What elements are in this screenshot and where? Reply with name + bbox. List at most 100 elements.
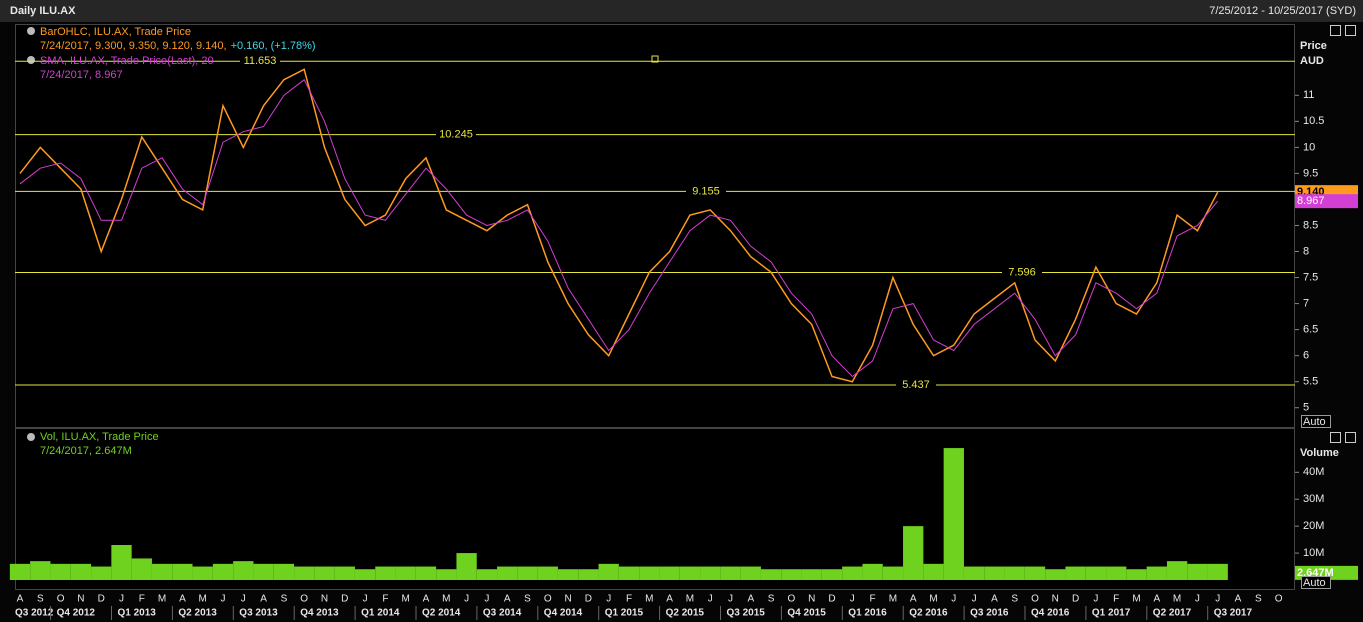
volume-bar	[1187, 563, 1208, 580]
volume-bar	[923, 563, 944, 580]
legend-ohlc-change: +0.160, (+1.78%)	[231, 40, 316, 52]
legend-volume-values: 7/24/2017, 2.647M	[40, 445, 132, 457]
volume-bar	[903, 526, 924, 580]
level-label: 11.653	[244, 55, 277, 67]
x-quarter-label: Q1 2013	[118, 608, 157, 619]
x-month-label: F	[382, 594, 388, 605]
y-axis-label: Price	[1300, 40, 1327, 52]
y-tick-label: 7	[1303, 297, 1309, 309]
x-quarter-label: Q4 2014	[544, 608, 583, 619]
x-month-label: A	[747, 594, 754, 605]
level-label-bg	[240, 55, 280, 68]
x-month-label: J	[119, 594, 124, 605]
close-button[interactable]	[1345, 25, 1356, 36]
x-quarter-label: Q2 2017	[1153, 608, 1192, 619]
legend-sma-values: 7/24/2017, 8.967	[40, 69, 123, 81]
y-tick-label: 8	[1303, 245, 1309, 257]
header-title: Daily ILU.AX	[10, 5, 76, 17]
volume-bar	[334, 566, 355, 580]
last-sma-label: 8.967	[1297, 195, 1325, 207]
x-quarter-label: Q1 2017	[1092, 608, 1131, 619]
y-tick-label: 7.5	[1303, 271, 1318, 283]
volume-bar	[1045, 569, 1066, 580]
volume-bar	[984, 566, 1005, 580]
x-month-label: F	[139, 594, 145, 605]
volume-bar	[700, 566, 721, 580]
x-month-label: O	[300, 594, 308, 605]
volume-bar	[436, 569, 457, 580]
x-month-label: M	[686, 594, 694, 605]
legend-icon[interactable]	[27, 27, 35, 35]
x-month-label: J	[850, 594, 855, 605]
y-tick-label: 9.5	[1303, 167, 1318, 179]
legend-icon[interactable]	[27, 56, 35, 64]
x-quarter-label: Q3 2015	[727, 608, 766, 619]
volume-bar	[760, 569, 782, 580]
x-quarter-label: Q2 2014	[422, 608, 461, 619]
x-quarter-label: Q3 2016	[970, 608, 1009, 619]
y-axis-label: Volume	[1300, 447, 1339, 459]
x-month-label: J	[951, 594, 956, 605]
volume-bar	[557, 569, 579, 580]
x-month-label: M	[1173, 594, 1181, 605]
x-quarter-label: Q3 2017	[1214, 608, 1253, 619]
x-month-label: A	[423, 594, 430, 605]
volume-bar	[639, 566, 660, 580]
x-month-label: J	[1215, 594, 1220, 605]
volume-bar	[70, 563, 92, 580]
level-label: 7.596	[1008, 266, 1036, 278]
x-month-label: S	[281, 594, 288, 605]
x-month-label: N	[808, 594, 815, 605]
auto-box	[1301, 415, 1331, 428]
volume-bar	[497, 566, 518, 580]
volume-bar	[1085, 566, 1107, 580]
legend-volume-name: Vol, ILU.AX, Trade Price	[40, 431, 159, 443]
y-tick-label: 5.5	[1303, 376, 1318, 388]
x-month-label: D	[585, 594, 592, 605]
volume-bar	[618, 566, 640, 580]
x-quarter-label: Q3 2014	[483, 608, 522, 619]
volume-bar	[30, 561, 51, 580]
x-month-label: D	[1072, 594, 1079, 605]
auto-box	[1301, 576, 1331, 589]
x-month-label: A	[1153, 594, 1160, 605]
x-month-label: S	[524, 594, 531, 605]
volume-bar	[9, 563, 31, 580]
x-month-label: A	[504, 594, 511, 605]
y-tick-label: 8.5	[1303, 219, 1318, 231]
volume-bar	[1106, 566, 1127, 580]
volume-bar	[1065, 566, 1086, 580]
x-month-label: N	[77, 594, 84, 605]
level-handle[interactable]	[651, 55, 659, 63]
legend-ohlc-name: BarOHLC, ILU.AX, Trade Price	[40, 26, 191, 38]
x-month-label: O	[1031, 594, 1039, 605]
x-month-label: A	[910, 594, 917, 605]
volume-panel	[15, 428, 1295, 590]
volume-bar	[720, 566, 741, 580]
volume-bar	[1146, 566, 1167, 580]
volume-bar	[1166, 561, 1188, 580]
maximize-button[interactable]	[1330, 432, 1341, 443]
x-month-label: J	[972, 594, 977, 605]
panel-controls[interactable]	[1330, 25, 1356, 443]
x-month-label: M	[199, 594, 207, 605]
x-month-label: O	[57, 594, 65, 605]
level-label-bg	[686, 185, 726, 198]
volume-bar	[354, 569, 376, 580]
volume-bar	[862, 563, 883, 580]
y-axis-unit: AUD	[1300, 55, 1324, 67]
volume-bar	[578, 569, 599, 580]
close-button[interactable]	[1345, 432, 1356, 443]
y-tick-label: 40M	[1303, 466, 1324, 478]
x-month-label: O	[544, 594, 552, 605]
maximize-button[interactable]	[1330, 25, 1341, 36]
volume-bar	[1207, 563, 1228, 580]
x-month-label: D	[341, 594, 348, 605]
volume-bar	[476, 569, 498, 580]
legend-icon[interactable]	[27, 433, 35, 441]
x-month-label: N	[564, 594, 571, 605]
x-quarter-label: Q4 2016	[1031, 608, 1070, 619]
x-quarter-label: Q4 2012	[57, 608, 96, 619]
x-month-label: S	[768, 594, 775, 605]
x-quarter-label: Q3 2012	[15, 608, 54, 619]
